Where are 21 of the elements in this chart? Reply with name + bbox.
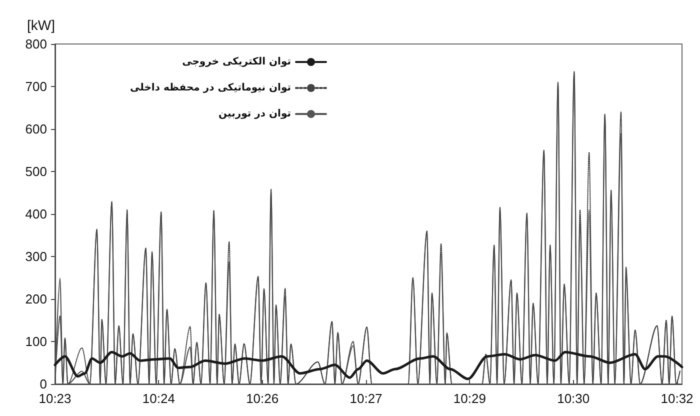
- legend-label: توان الکتریکی خروجی: [182, 56, 292, 68]
- x-tick-label: 10:27: [350, 391, 382, 406]
- y-tick-label: 200: [25, 292, 47, 306]
- y-tick-label: 800: [25, 36, 47, 52]
- y-tick-label: 0: [40, 376, 47, 392]
- y-tick-label: 300: [25, 249, 47, 264]
- y-tick-label: 400: [25, 206, 47, 222]
- y-tick-label: 600: [25, 122, 47, 136]
- y-tick-label: 700: [25, 79, 47, 94]
- x-tick-label: 10:24: [142, 391, 175, 406]
- line-series: [54, 350, 684, 380]
- y-tick-label: 100: [25, 334, 47, 349]
- legend-label: توان نیوماتیکی در محفظه داخلی: [130, 82, 292, 94]
- x-tick-label: 10:29: [453, 391, 486, 406]
- x-tick-label: 10:26: [246, 391, 279, 406]
- y-axis-title: [kW]: [27, 17, 55, 33]
- x-tick-label: 10:23: [38, 391, 72, 406]
- legend-label: توان در توربین: [218, 108, 292, 120]
- x-tick-label: 10:30: [557, 391, 590, 406]
- x-tick-label: 10:32: [660, 391, 694, 406]
- y-tick-label: 500: [25, 164, 47, 179]
